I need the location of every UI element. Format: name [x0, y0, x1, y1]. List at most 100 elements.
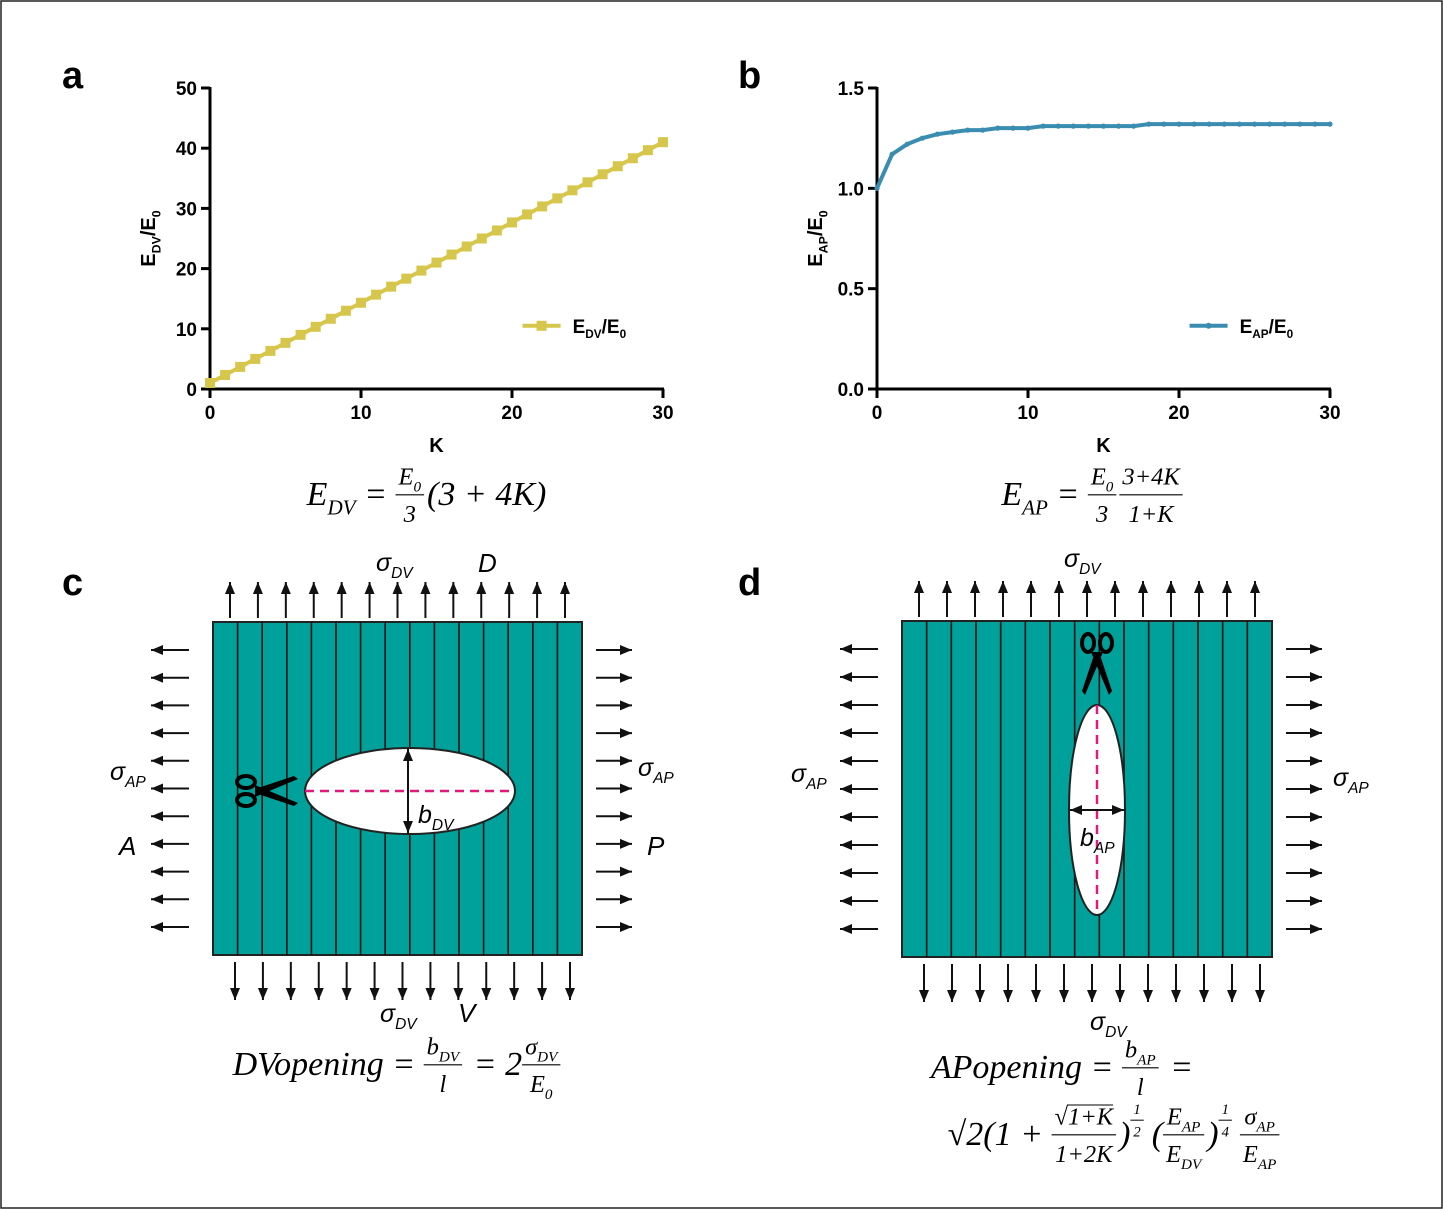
text-run: 3+4K — [1121, 464, 1181, 491]
point — [949, 129, 956, 135]
subscript: DV — [150, 235, 164, 253]
text-run: σ — [1244, 1104, 1257, 1131]
arrow-head — [620, 838, 632, 849]
point — [1116, 123, 1122, 129]
arrow-head — [481, 988, 492, 1000]
direction-label: A — [117, 831, 136, 861]
point — [1131, 123, 1137, 129]
y-tick-label: 40 — [176, 139, 197, 160]
point — [1010, 125, 1016, 131]
arrow-head — [1310, 756, 1322, 766]
text-run: 3 — [403, 501, 416, 528]
scissors-icon — [235, 774, 298, 808]
legend-label: E AP/E 0 — [1240, 317, 1294, 341]
arrow-head — [420, 582, 431, 594]
text-run: /E — [1269, 317, 1287, 338]
subscript: AP — [1136, 1051, 1156, 1068]
arrow-head — [840, 812, 852, 822]
arrow-head — [1227, 990, 1237, 1002]
point — [552, 193, 563, 204]
denominator: 3 — [1095, 501, 1108, 528]
arrow-head — [151, 755, 163, 766]
denominator: E DV — [1165, 1141, 1203, 1173]
point — [1085, 123, 1091, 129]
arrow-head — [970, 581, 980, 593]
y-tick-label: 30 — [176, 199, 197, 220]
y-tick-label: 10 — [176, 320, 197, 341]
point — [280, 337, 291, 348]
denominator: l — [1137, 1074, 1144, 1101]
point — [325, 313, 336, 324]
numerator: 3+4K — [1121, 464, 1181, 491]
point — [356, 297, 366, 308]
text-run: E — [573, 317, 586, 338]
arrow-head — [840, 896, 852, 906]
text-run: ( — [1152, 1116, 1166, 1153]
arrow-head — [1250, 581, 1260, 593]
subscript: DV — [585, 328, 601, 341]
arrow-head — [620, 645, 632, 655]
arrow-head — [1115, 990, 1125, 1002]
arrow-head — [1310, 672, 1322, 682]
text-run: ) — [1205, 1116, 1218, 1153]
text-run: 2 — [1133, 1125, 1141, 1141]
scissors-handle — [235, 774, 257, 790]
arrow-head — [453, 988, 464, 1000]
arrow-head — [1143, 990, 1153, 1002]
text-run: σ — [376, 549, 392, 577]
arrow-head — [1222, 581, 1232, 593]
text-run: E — [306, 476, 328, 513]
subscript: 0 — [545, 1086, 553, 1103]
text-run: E — [1165, 1141, 1181, 1168]
text-run: E — [1242, 1141, 1258, 1168]
x-tick-label: 20 — [501, 403, 522, 424]
direction-label: V — [458, 998, 478, 1028]
numerator: σ AP — [1244, 1104, 1275, 1136]
arrow-head — [1054, 581, 1064, 593]
point — [1161, 121, 1167, 127]
scissors-handle — [1080, 632, 1096, 654]
x-tick-label: 30 — [652, 403, 673, 424]
text-run: ) — [1117, 1116, 1130, 1153]
arrow-head — [560, 582, 570, 594]
legend-marker — [536, 320, 547, 331]
subscript: DV — [1079, 561, 1102, 578]
arrow-head — [1112, 805, 1124, 815]
y-tick-label: 1.0 — [838, 179, 864, 200]
point — [1070, 123, 1076, 129]
legend-marker — [1205, 322, 1212, 329]
subscript: DV — [326, 496, 357, 520]
point — [431, 257, 442, 268]
text-run: E — [398, 464, 414, 491]
arrow-head — [403, 749, 413, 761]
arrow-head — [151, 838, 163, 849]
point — [904, 141, 910, 147]
arrow-head — [620, 894, 632, 905]
arrow-head — [280, 582, 291, 594]
arrow-head — [620, 922, 632, 932]
x-axis-label: K — [429, 435, 444, 457]
arrow-head — [840, 672, 852, 682]
scissors-blade — [1091, 652, 1112, 695]
panel-label: a — [62, 55, 84, 97]
text-run: E — [529, 1071, 545, 1098]
x-tick-label: 10 — [350, 403, 371, 424]
y-tick-label: 50 — [176, 79, 197, 100]
arrow-head — [151, 645, 163, 655]
rich-label: E AP = E 033+4K1+K — [1000, 464, 1183, 528]
point — [1297, 121, 1303, 127]
point — [310, 321, 321, 332]
x-tick-label: 0 — [872, 403, 883, 424]
arrow-head — [1310, 644, 1322, 654]
arrow-head — [392, 582, 403, 594]
x-tick-label: 30 — [1319, 403, 1340, 424]
subscript: DV — [1180, 1156, 1203, 1173]
point — [250, 353, 261, 364]
point — [491, 225, 502, 236]
panel-label: c — [62, 562, 83, 604]
point — [995, 125, 1001, 131]
text-run: 4 — [1222, 1125, 1229, 1141]
subscript: 0 — [413, 478, 421, 495]
text-run: 1+K — [1128, 501, 1175, 528]
